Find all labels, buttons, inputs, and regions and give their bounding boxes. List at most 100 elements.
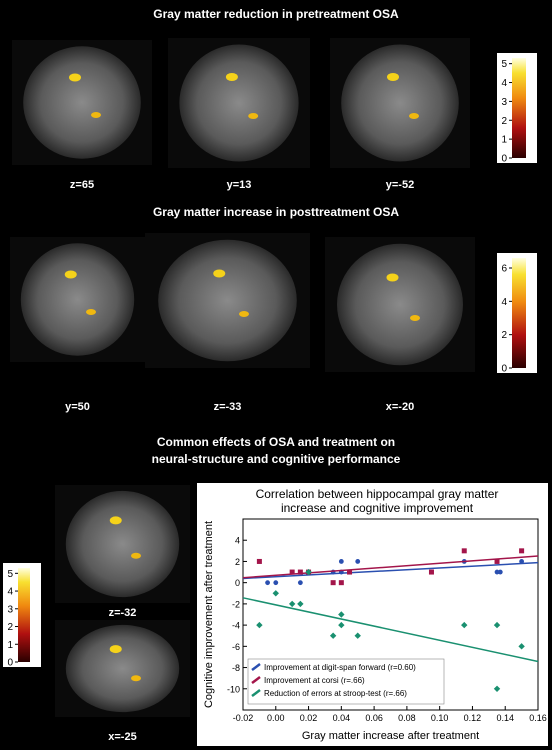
colorbar-tick-label: 2 bbox=[501, 330, 507, 341]
x-tick-label: 0.10 bbox=[431, 713, 449, 723]
y-tick-label: -8 bbox=[232, 663, 240, 673]
chart-panel: Correlation between hippocampal gray mat… bbox=[197, 483, 548, 746]
colorbar-tick-label: 4 bbox=[501, 297, 507, 308]
legend-swatch bbox=[251, 663, 261, 671]
x-tick-label: -0.02 bbox=[233, 713, 254, 723]
activation bbox=[409, 113, 419, 119]
colorbar-tick-label: 1 bbox=[501, 135, 507, 146]
colorbar-tick-label: 5 bbox=[501, 59, 507, 70]
brain-image bbox=[55, 620, 190, 717]
y-tick-label: 2 bbox=[235, 557, 240, 567]
colorbar: 0 2 4 6 bbox=[496, 252, 538, 374]
brain-image bbox=[325, 237, 475, 372]
point bbox=[297, 580, 303, 586]
activation bbox=[86, 309, 96, 315]
slice-label: y=-52 bbox=[385, 179, 415, 191]
colorbar-tick-label: 5 bbox=[7, 569, 13, 580]
y-tick-label: -10 bbox=[227, 684, 240, 694]
section-title: Gray matter reduction in pretreatment OS… bbox=[153, 7, 399, 21]
brain-slice bbox=[337, 243, 463, 366]
point bbox=[330, 580, 336, 586]
brain-image bbox=[145, 233, 310, 368]
brain-image bbox=[168, 38, 310, 168]
point bbox=[265, 580, 270, 586]
point bbox=[338, 611, 345, 618]
colorbar-tick-label: 0 bbox=[501, 364, 507, 375]
chart-title: Correlation between hippocampal gray mat… bbox=[255, 487, 499, 515]
y-tick-label: 0 bbox=[235, 578, 240, 588]
x-tick-label: 0.02 bbox=[300, 713, 318, 723]
legend-swatch bbox=[251, 689, 261, 697]
y-tick-label: -6 bbox=[232, 642, 240, 652]
point bbox=[497, 569, 503, 575]
colorbar-tick-label: 3 bbox=[501, 97, 507, 108]
activation bbox=[131, 675, 141, 682]
slice-label: y=13 bbox=[226, 179, 252, 191]
y-axis-label: Cognitive improvement after treatment bbox=[203, 521, 215, 708]
activation bbox=[387, 73, 399, 81]
legend-label: Improvement at digit-span forward (r=0.6… bbox=[264, 663, 416, 672]
activation bbox=[91, 112, 101, 118]
legend-box bbox=[247, 658, 445, 705]
x-tick-label: 0.08 bbox=[398, 713, 416, 723]
point bbox=[355, 559, 361, 564]
legend-label: Reduction of errors at stroop-test (r=.6… bbox=[264, 689, 407, 698]
colorbar-gradient bbox=[512, 258, 526, 368]
brain-slice bbox=[341, 44, 459, 162]
point bbox=[256, 621, 263, 629]
x-tick-label: 0.16 bbox=[529, 713, 547, 723]
brain-image bbox=[330, 38, 470, 168]
brain-slice bbox=[158, 239, 297, 362]
brain-slice bbox=[179, 44, 299, 162]
slice-label: x=-20 bbox=[385, 401, 415, 413]
brain-tissue bbox=[341, 44, 459, 162]
colorbar-tick-label: 2 bbox=[501, 116, 507, 127]
brain-tissue bbox=[337, 243, 463, 366]
brain-image bbox=[12, 40, 152, 165]
brain-slice bbox=[65, 490, 180, 598]
point bbox=[428, 569, 434, 575]
colorbar-tick-label: 3 bbox=[7, 604, 13, 615]
brain-tissue bbox=[179, 44, 299, 162]
point bbox=[338, 580, 344, 586]
activation bbox=[213, 269, 226, 278]
point bbox=[273, 580, 279, 586]
legend-label: Improvement at corsi (r=.66) bbox=[264, 676, 365, 685]
legend-swatch bbox=[251, 676, 261, 684]
brain-tissue bbox=[20, 243, 135, 356]
activation bbox=[225, 73, 238, 81]
point bbox=[338, 621, 345, 629]
colorbar: 0 1 2 3 4 5 bbox=[496, 52, 538, 164]
slice-label: z=65 bbox=[69, 179, 95, 191]
activation bbox=[69, 73, 81, 82]
colorbar-gradient bbox=[512, 58, 526, 158]
activation bbox=[410, 315, 420, 321]
y-tick-label: 4 bbox=[235, 536, 240, 546]
trend-line bbox=[242, 561, 539, 580]
colorbar-tick-label: 2 bbox=[7, 622, 13, 633]
activation bbox=[248, 113, 259, 119]
point bbox=[347, 569, 353, 575]
y-tick-label: -4 bbox=[232, 621, 240, 631]
colorbar-tick-label: 0 bbox=[501, 154, 507, 165]
brain-slice bbox=[20, 243, 135, 356]
activation bbox=[239, 311, 249, 317]
x-tick-label: 0.00 bbox=[267, 713, 285, 723]
section-title: Common effects of OSA and treatment on n… bbox=[151, 435, 401, 466]
colorbar-tick-label: 1 bbox=[7, 640, 13, 651]
activation bbox=[109, 516, 122, 525]
point bbox=[519, 559, 525, 564]
colorbar: 0 1 2 3 4 5 bbox=[2, 562, 42, 668]
slice-label: z=-33 bbox=[213, 401, 242, 413]
x-tick-label: 0.12 bbox=[464, 713, 482, 723]
colorbar-tick-label: 4 bbox=[7, 587, 13, 598]
x-tick-label: 0.06 bbox=[365, 713, 383, 723]
point bbox=[297, 569, 303, 575]
slice-label: z=-32 bbox=[108, 607, 137, 619]
section-title: Gray matter increase in posttreatment OS… bbox=[152, 205, 400, 219]
colorbar-gradient bbox=[18, 568, 30, 662]
brain-tissue bbox=[65, 624, 180, 713]
brain-slice bbox=[65, 624, 180, 713]
x-tick-label: 0.04 bbox=[333, 713, 351, 723]
brain-tissue bbox=[158, 239, 297, 362]
